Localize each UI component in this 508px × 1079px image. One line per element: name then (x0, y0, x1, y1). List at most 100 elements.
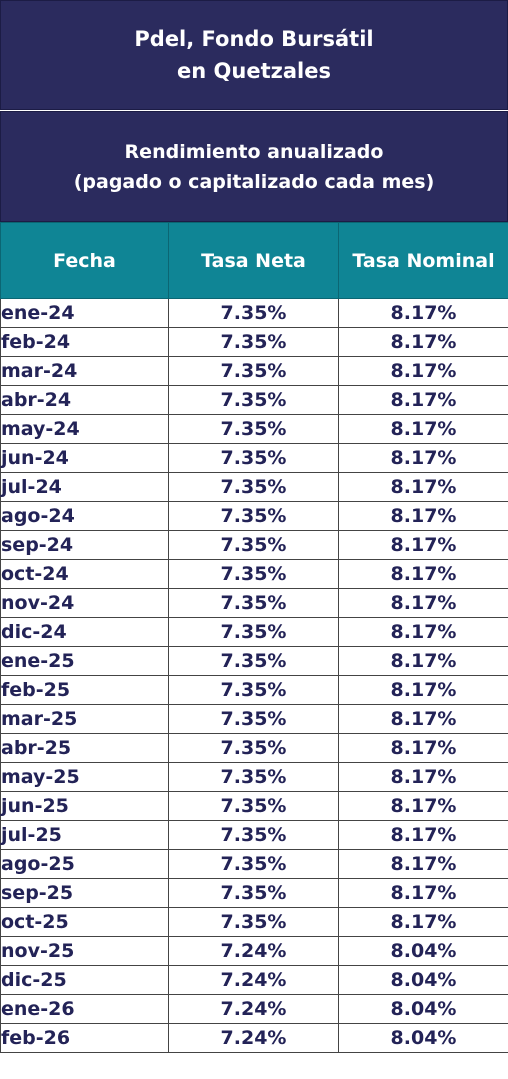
tasa-neta-cell: 7.35% (168, 675, 339, 705)
yield-subtitle-line2: (pagado o capitalizado cada mes) (73, 170, 435, 193)
table-row: dic-24 7.35% 8.17% (0, 617, 508, 647)
date-cell: abr-25 (0, 733, 169, 763)
date-cell: mar-24 (0, 356, 169, 386)
date-cell: ene-26 (0, 994, 169, 1024)
table-row: jun-24 7.35% 8.17% (0, 443, 508, 473)
tasa-nominal-cell: 8.17% (338, 849, 508, 879)
tasa-nominal-cell: 8.04% (338, 936, 508, 966)
date-cell: dic-24 (0, 617, 169, 647)
date-cell: nov-25 (0, 936, 169, 966)
date-cell: mar-25 (0, 704, 169, 734)
fund-title-line1: Pdel, Fondo Bursátil (134, 27, 374, 51)
date-cell: ene-25 (0, 646, 169, 676)
fund-title-box: Pdel, Fondo Bursátil en Quetzales (0, 0, 508, 110)
date-cell: oct-24 (0, 559, 169, 589)
rates-table: Fecha Tasa Neta Tasa Nominal ene-24 7.35%… (0, 222, 508, 1053)
table-row: dic-25 7.24% 8.04% (0, 965, 508, 995)
table-row: oct-25 7.35% 8.17% (0, 907, 508, 937)
table-row: mar-25 7.35% 8.17% (0, 704, 508, 734)
tasa-nominal-cell: 8.17% (338, 791, 508, 821)
tasa-neta-cell: 7.35% (168, 559, 339, 589)
tasa-neta-cell: 7.35% (168, 327, 339, 357)
tasa-nominal-cell: 8.04% (338, 994, 508, 1024)
date-cell: dic-25 (0, 965, 169, 995)
table-body: ene-24 7.35% 8.17% feb-24 7.35% 8.17% mar-24 7.… (0, 298, 508, 1053)
tasa-nominal-cell: 8.17% (338, 646, 508, 676)
yield-subtitle-line1: Rendimiento anualizado (124, 140, 384, 163)
tasa-neta-cell: 7.24% (168, 936, 339, 966)
tasa-neta-cell: 7.35% (168, 907, 339, 937)
tasa-nominal-cell: 8.17% (338, 414, 508, 444)
column-header-fecha: Fecha (0, 222, 169, 299)
tasa-neta-cell: 7.35% (168, 501, 339, 531)
date-cell: jun-24 (0, 443, 169, 473)
tasa-neta-cell: 7.35% (168, 762, 339, 792)
tasa-nominal-cell: 8.17% (338, 878, 508, 908)
table-row: may-24 7.35% 8.17% (0, 414, 508, 444)
date-cell: nov-24 (0, 588, 169, 618)
date-cell: ago-25 (0, 849, 169, 879)
table-row: may-25 7.35% 8.17% (0, 762, 508, 792)
tasa-neta-cell: 7.35% (168, 820, 339, 850)
table-row: ene-24 7.35% 8.17% (0, 298, 508, 328)
tasa-neta-cell: 7.35% (168, 849, 339, 879)
tasa-nominal-cell: 8.17% (338, 820, 508, 850)
tasa-neta-cell: 7.35% (168, 588, 339, 618)
tasa-nominal-cell: 8.04% (338, 1023, 508, 1053)
table-row: jul-25 7.35% 8.17% (0, 820, 508, 850)
tasa-nominal-cell: 8.17% (338, 356, 508, 386)
tasa-nominal-cell: 8.17% (338, 675, 508, 705)
tasa-nominal-cell: 8.17% (338, 298, 508, 328)
table-row: feb-26 7.24% 8.04% (0, 1023, 508, 1053)
date-cell: feb-26 (0, 1023, 169, 1053)
date-cell: jun-25 (0, 791, 169, 821)
tasa-neta-cell: 7.35% (168, 617, 339, 647)
table-row: sep-25 7.35% 8.17% (0, 878, 508, 908)
date-cell: jul-24 (0, 472, 169, 502)
table-row: jun-25 7.35% 8.17% (0, 791, 508, 821)
tasa-nominal-cell: 8.17% (338, 530, 508, 560)
tasa-nominal-cell: 8.04% (338, 965, 508, 995)
table-row: ago-25 7.35% 8.17% (0, 849, 508, 879)
tasa-neta-cell: 7.35% (168, 385, 339, 415)
table-row: nov-25 7.24% 8.04% (0, 936, 508, 966)
date-cell: sep-24 (0, 530, 169, 560)
column-header-tasa-nominal: Tasa Nominal (338, 222, 508, 299)
table-row: ene-26 7.24% 8.04% (0, 994, 508, 1024)
tasa-nominal-cell: 8.17% (338, 733, 508, 763)
column-header-tasa-neta: Tasa Neta (168, 222, 339, 299)
tasa-neta-cell: 7.35% (168, 878, 339, 908)
date-cell: feb-24 (0, 327, 169, 357)
table-row: feb-24 7.35% 8.17% (0, 327, 508, 357)
tasa-neta-cell: 7.35% (168, 472, 339, 502)
table-row: ene-25 7.35% 8.17% (0, 646, 508, 676)
tasa-nominal-cell: 8.17% (338, 385, 508, 415)
date-cell: may-25 (0, 762, 169, 792)
tasa-neta-cell: 7.35% (168, 733, 339, 763)
table-row: ago-24 7.35% 8.17% (0, 501, 508, 531)
tasa-neta-cell: 7.35% (168, 791, 339, 821)
table-row: mar-24 7.35% 8.17% (0, 356, 508, 386)
tasa-nominal-cell: 8.17% (338, 501, 508, 531)
tasa-neta-cell: 7.35% (168, 356, 339, 386)
date-cell: ago-24 (0, 501, 169, 531)
tasa-nominal-cell: 8.17% (338, 559, 508, 589)
date-cell: ene-24 (0, 298, 169, 328)
tasa-nominal-cell: 8.17% (338, 327, 508, 357)
tasa-neta-cell: 7.24% (168, 1023, 339, 1053)
tasa-nominal-cell: 8.17% (338, 443, 508, 473)
table-row: oct-24 7.35% 8.17% (0, 559, 508, 589)
table-row: jul-24 7.35% 8.17% (0, 472, 508, 502)
tasa-nominal-cell: 8.17% (338, 617, 508, 647)
tasa-nominal-cell: 8.17% (338, 472, 508, 502)
tasa-neta-cell: 7.35% (168, 530, 339, 560)
fund-title-line2: en Quetzales (177, 59, 331, 83)
tasa-nominal-cell: 8.17% (338, 704, 508, 734)
tasa-neta-cell: 7.35% (168, 443, 339, 473)
tasa-nominal-cell: 8.17% (338, 588, 508, 618)
date-cell: feb-25 (0, 675, 169, 705)
table-row: nov-24 7.35% 8.17% (0, 588, 508, 618)
table-header-row: Fecha Tasa Neta Tasa Nominal (0, 222, 508, 299)
date-cell: may-24 (0, 414, 169, 444)
